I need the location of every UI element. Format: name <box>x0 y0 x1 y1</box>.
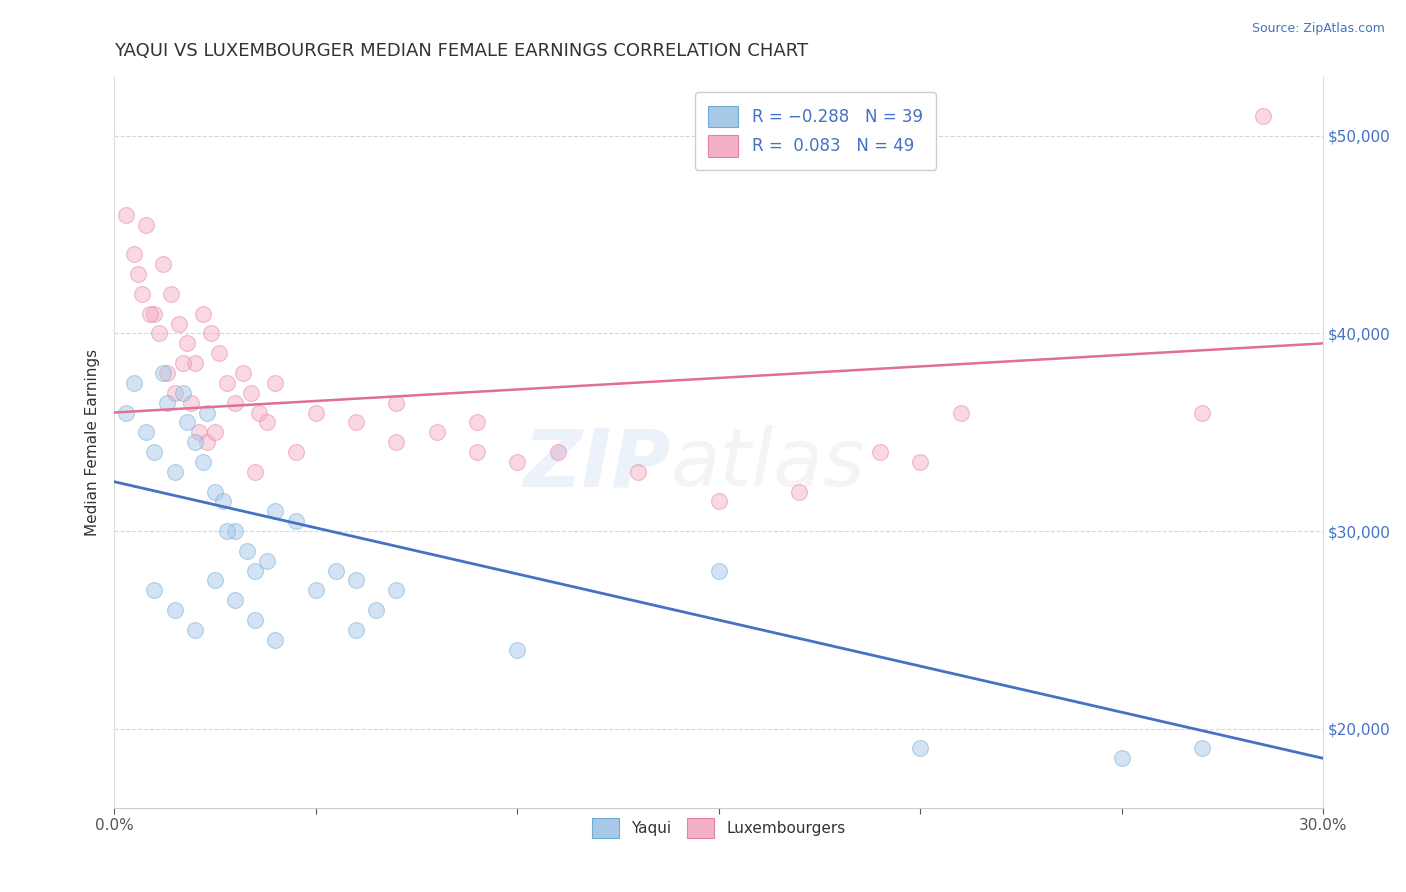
Point <box>172 385 194 400</box>
Y-axis label: Median Female Earnings: Median Female Earnings <box>86 349 100 536</box>
Point <box>155 366 177 380</box>
Point <box>344 574 367 588</box>
Point <box>224 524 246 538</box>
Legend: Yaqui, Luxembourgers: Yaqui, Luxembourgers <box>585 812 852 844</box>
Point <box>910 455 932 469</box>
Point <box>195 435 218 450</box>
Point <box>385 583 408 598</box>
Point <box>366 603 388 617</box>
Point <box>187 425 209 440</box>
Point <box>172 356 194 370</box>
Point <box>167 317 190 331</box>
Point <box>264 504 287 518</box>
Point <box>155 395 177 409</box>
Point <box>305 405 328 419</box>
Point <box>465 445 488 459</box>
Point <box>191 307 214 321</box>
Point <box>245 465 267 479</box>
Point <box>152 366 174 380</box>
Point <box>325 564 347 578</box>
Point <box>236 544 259 558</box>
Point <box>240 385 263 400</box>
Point <box>264 376 287 390</box>
Point <box>159 287 181 301</box>
Point <box>245 613 267 627</box>
Point <box>131 287 153 301</box>
Point <box>152 257 174 271</box>
Point <box>256 554 278 568</box>
Point <box>284 514 307 528</box>
Point <box>869 445 891 459</box>
Point <box>264 632 287 647</box>
Point <box>180 395 202 409</box>
Point <box>212 494 235 508</box>
Point <box>184 356 207 370</box>
Point <box>176 416 198 430</box>
Point <box>707 564 730 578</box>
Point <box>208 346 231 360</box>
Point <box>127 267 149 281</box>
Point <box>195 405 218 419</box>
Point <box>245 564 267 578</box>
Text: Source: ZipAtlas.com: Source: ZipAtlas.com <box>1251 22 1385 36</box>
Point <box>139 307 162 321</box>
Point <box>385 395 408 409</box>
Point <box>204 574 226 588</box>
Point <box>124 376 146 390</box>
Point <box>215 524 238 538</box>
Point <box>115 208 138 222</box>
Point <box>247 405 270 419</box>
Point <box>256 416 278 430</box>
Point <box>506 455 529 469</box>
Point <box>949 405 972 419</box>
Point <box>1191 405 1213 419</box>
Point <box>707 494 730 508</box>
Point <box>1251 109 1274 123</box>
Point <box>1111 751 1133 765</box>
Point <box>143 307 166 321</box>
Point <box>547 445 569 459</box>
Point <box>789 484 811 499</box>
Point <box>143 445 166 459</box>
Point <box>184 435 207 450</box>
Point <box>200 326 222 341</box>
Point <box>163 385 186 400</box>
Point <box>148 326 170 341</box>
Point <box>344 623 367 637</box>
Point <box>204 425 226 440</box>
Point <box>305 583 328 598</box>
Point <box>344 416 367 430</box>
Point <box>224 593 246 607</box>
Point <box>135 218 157 232</box>
Point <box>191 455 214 469</box>
Point <box>284 445 307 459</box>
Point <box>224 395 246 409</box>
Point <box>627 465 650 479</box>
Text: atlas: atlas <box>671 425 865 503</box>
Point <box>426 425 449 440</box>
Point <box>163 465 186 479</box>
Text: ZIP: ZIP <box>523 425 671 503</box>
Point <box>124 247 146 261</box>
Point <box>184 623 207 637</box>
Point <box>385 435 408 450</box>
Point <box>465 416 488 430</box>
Point <box>215 376 238 390</box>
Point <box>176 336 198 351</box>
Point <box>506 642 529 657</box>
Text: YAQUI VS LUXEMBOURGER MEDIAN FEMALE EARNINGS CORRELATION CHART: YAQUI VS LUXEMBOURGER MEDIAN FEMALE EARN… <box>114 42 808 60</box>
Point <box>163 603 186 617</box>
Point <box>204 484 226 499</box>
Point <box>910 741 932 756</box>
Point <box>135 425 157 440</box>
Point <box>232 366 254 380</box>
Point <box>115 405 138 419</box>
Point <box>143 583 166 598</box>
Point <box>1191 741 1213 756</box>
